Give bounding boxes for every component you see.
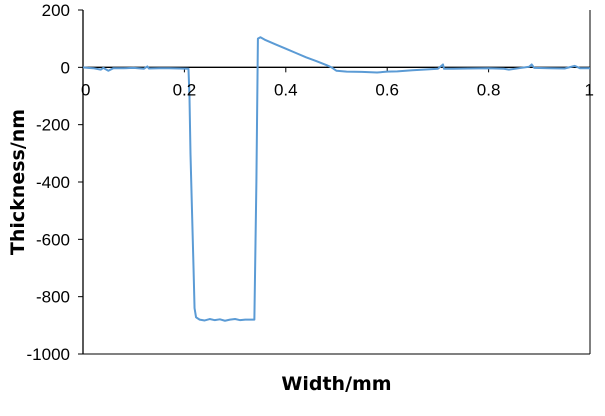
y-tick-label: -1000: [27, 345, 70, 364]
x-tick-label: 0.8: [477, 80, 501, 99]
y-tick-label: -400: [36, 173, 70, 192]
y-tick-label: -800: [36, 288, 70, 307]
y-tick-label: -600: [36, 230, 70, 249]
plot-area: [82, 10, 591, 355]
thickness-profile-line: [82, 36, 590, 322]
y-tick-label: 0: [61, 58, 70, 77]
y-tick-labels: 200 0 -200 -400 -600 -800 -1000: [27, 1, 70, 364]
series-layer: [82, 36, 590, 322]
axes: [78, 9, 591, 355]
y-tick-label: -200: [36, 116, 70, 135]
x-tick-labels: 0 0.2 0.4 0.6 0.8 1: [81, 80, 594, 99]
x-tick-label: 0.2: [173, 80, 197, 99]
x-tick-label: 0.6: [375, 80, 399, 99]
x-tick-label: 0.4: [274, 80, 298, 99]
x-axis-title: Width/mm: [281, 373, 391, 395]
x-tick-label: 0: [81, 80, 90, 99]
y-tick-label: 200: [42, 1, 70, 20]
y-axis-title: Thickness/nm: [7, 109, 29, 255]
x-tick-label: 1: [585, 80, 594, 99]
